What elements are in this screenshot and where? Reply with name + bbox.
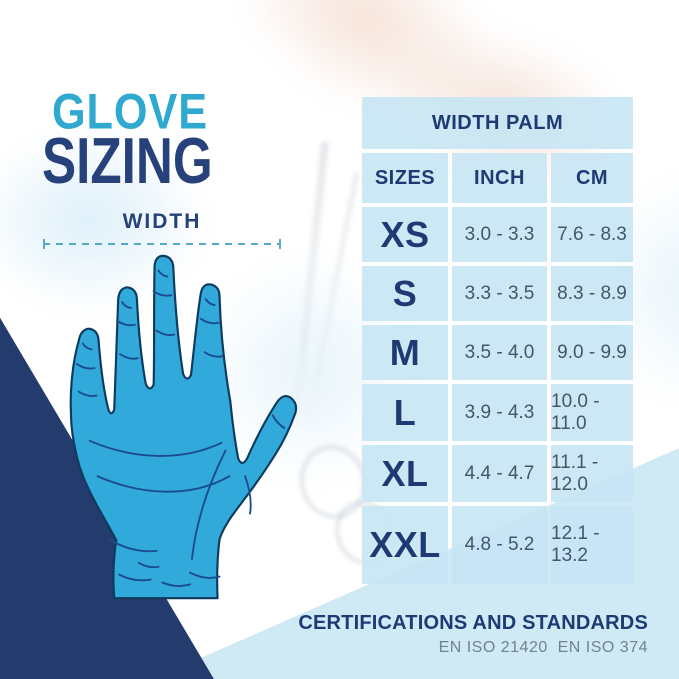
table-title-cell: WIDTH PALM [362, 97, 633, 149]
table-row-xs-cm: 7.6 - 8.3 [551, 207, 633, 262]
table-row-xs-size: XS [362, 207, 448, 262]
column-header-cm: CM [551, 153, 633, 203]
table-row-xxl-cm: 12.1 - 13.2 [551, 506, 633, 584]
page-title-sizing: SIZING [42, 123, 213, 198]
table-title: WIDTH PALM [431, 111, 564, 134]
glove-illustration [69, 254, 298, 600]
table-row-xl-size: XL [362, 445, 448, 502]
table-row-m-inch: 3.5 - 4.0 [452, 325, 547, 380]
sizing-table: WIDTH PALM SIZES INCH CM XS 3.0 - 3.3 7.… [362, 97, 633, 584]
width-dashed-line [43, 243, 281, 245]
table-row-xs-inch: 3.0 - 3.3 [452, 207, 547, 262]
table-row-xxl-size: XXL [362, 506, 448, 584]
column-header-inch: INCH [452, 153, 547, 203]
glove-palm-lines [75, 269, 286, 587]
table-row-m-size: M [362, 325, 448, 380]
glove-outline [69, 254, 298, 600]
width-line-left-tick [43, 239, 45, 249]
certifications-block: CERTIFICATIONS AND STANDARDS EN ISO 2142… [298, 612, 648, 657]
table-row-l-inch: 3.9 - 4.3 [452, 384, 547, 441]
table-row-l-size: L [362, 384, 448, 441]
table-row-l-cm: 10.0 - 11.0 [551, 384, 633, 441]
page-title-glove: GLOVE [52, 82, 208, 139]
table-row-s-cm: 8.3 - 8.9 [551, 266, 633, 321]
certifications-standards: EN ISO 21420 EN ISO 374 [438, 639, 648, 656]
table-row-s-inch: 3.3 - 3.5 [452, 266, 547, 321]
table-row-s-size: S [362, 266, 448, 321]
column-header-sizes: SIZES [362, 153, 448, 203]
width-measure-label: WIDTH [122, 210, 202, 233]
table-row-xxl-inch: 4.8 - 5.2 [452, 506, 547, 584]
table-row-m-cm: 9.0 - 9.9 [551, 325, 633, 380]
table-row-xl-cm: 11.1 - 12.0 [551, 445, 633, 502]
certifications-title: CERTIFICATIONS AND STANDARDS [298, 612, 648, 634]
table-row-xl-inch: 4.4 - 4.7 [452, 445, 547, 502]
width-line-right-tick [279, 239, 281, 249]
